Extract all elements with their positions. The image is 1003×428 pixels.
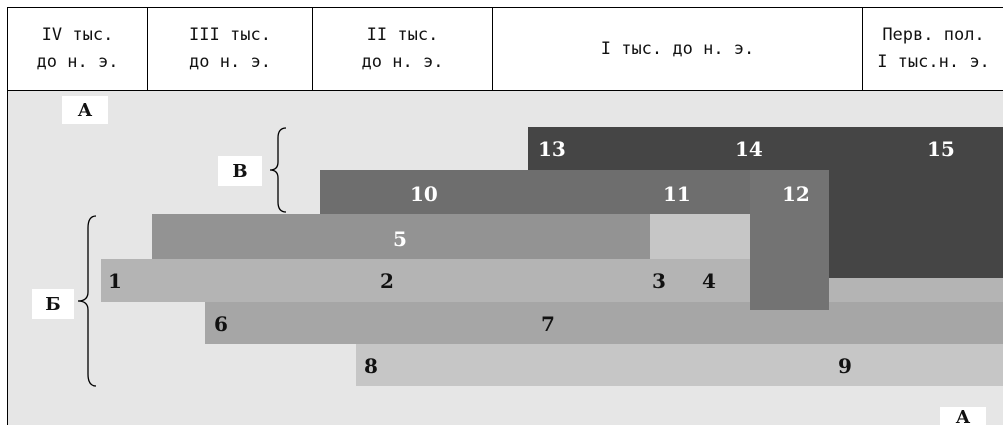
tag-b: Б [32, 289, 74, 319]
band-8-9 [356, 344, 1003, 386]
band-6-7 [205, 302, 1003, 344]
band-number-10: 10 [410, 182, 438, 206]
band-number-2: 2 [380, 269, 394, 293]
period-column-iii-millennium-bc: III тыс. до н. э. [148, 8, 313, 90]
period-label: IV тыс. до н. э. [36, 25, 119, 72]
period-column-iv-millennium-bc: IV тыс. до н. э. [8, 8, 148, 90]
band-number-14: 14 [735, 137, 763, 161]
band-number-11: 11 [663, 182, 691, 206]
band-15-lower [829, 170, 1003, 278]
period-label: III тыс. до н. э. [189, 25, 271, 72]
band-number-4: 4 [702, 269, 716, 293]
period-label: II тыс. до н. э. [361, 25, 444, 72]
brace-v-icon [269, 127, 287, 213]
period-label: Перв. пол. I тыс.н. э. [877, 25, 990, 72]
band-number-6: 6 [214, 312, 228, 336]
band-10-11 [320, 170, 750, 214]
band-13-upper [528, 127, 1003, 170]
tag-v: В [218, 156, 262, 186]
period-column-ii-millennium-bc: II тыс. до н. э. [313, 8, 493, 90]
period-column-i-millennium-bc: I тыс. до н. э. [493, 8, 863, 90]
band-5-extension [650, 214, 750, 259]
band-number-3: 3 [652, 269, 666, 293]
band-number-12: 12 [782, 182, 810, 206]
band-12 [750, 170, 829, 310]
tag-a-top: А [62, 96, 108, 124]
band-number-7: 7 [541, 312, 555, 336]
brace-b-icon [77, 215, 97, 387]
tag-a-bottom: А [940, 407, 986, 428]
band-number-9: 9 [838, 354, 852, 378]
band-5 [152, 214, 650, 259]
band-number-1: 1 [108, 269, 122, 293]
band-number-13: 13 [538, 137, 566, 161]
period-column-first-half-i-millennium-ad: Перв. пол. I тыс.н. э. [863, 8, 1003, 90]
timeline-header: IV тыс. до н. э. III тыс. до н. э. II ты… [7, 7, 1003, 91]
band-number-15: 15 [927, 137, 955, 161]
period-label: I тыс. до н. э. [600, 38, 755, 59]
band-number-5: 5 [393, 227, 407, 251]
band-number-8: 8 [364, 354, 378, 378]
